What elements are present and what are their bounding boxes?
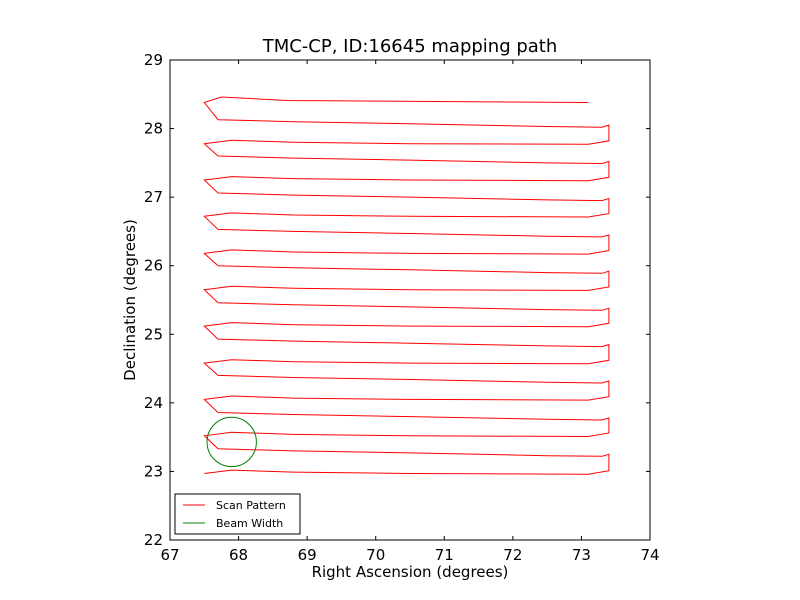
x-tick-label: 74 bbox=[640, 546, 659, 564]
x-tick-label: 67 bbox=[160, 546, 179, 564]
legend-box bbox=[174, 493, 301, 535]
legend-label-scan-pattern: Scan Pattern bbox=[216, 499, 286, 512]
y-tick-label: 22 bbox=[144, 531, 163, 549]
legend-label-beam-width: Beam Width bbox=[216, 517, 283, 530]
x-axis-title: Right Ascension (degrees) bbox=[312, 563, 509, 581]
y-tick-label: 24 bbox=[144, 394, 163, 412]
y-tick-label: 28 bbox=[144, 120, 163, 138]
x-tick-label: 72 bbox=[503, 546, 522, 564]
legend: Scan Pattern Beam Width bbox=[174, 493, 301, 535]
y-tick-label: 27 bbox=[144, 188, 163, 206]
x-tick-label: 70 bbox=[366, 546, 385, 564]
y-tick-label: 26 bbox=[144, 257, 163, 275]
y-axis-title: Declination (degrees) bbox=[121, 219, 139, 381]
beam-width-circle bbox=[206, 416, 257, 468]
y-tick-label: 23 bbox=[144, 462, 163, 480]
x-tick-label: 69 bbox=[298, 546, 317, 564]
plot-frame bbox=[169, 59, 651, 541]
x-tick-label: 68 bbox=[229, 546, 248, 564]
scan-pattern-line bbox=[203, 96, 610, 475]
x-tick-label: 71 bbox=[435, 546, 454, 564]
chart-title: TMC-CP, ID:16645 mapping path bbox=[262, 36, 558, 57]
y-tick-label: 25 bbox=[144, 325, 163, 343]
x-tick-label: 73 bbox=[572, 546, 591, 564]
y-tick-label: 29 bbox=[144, 51, 163, 69]
